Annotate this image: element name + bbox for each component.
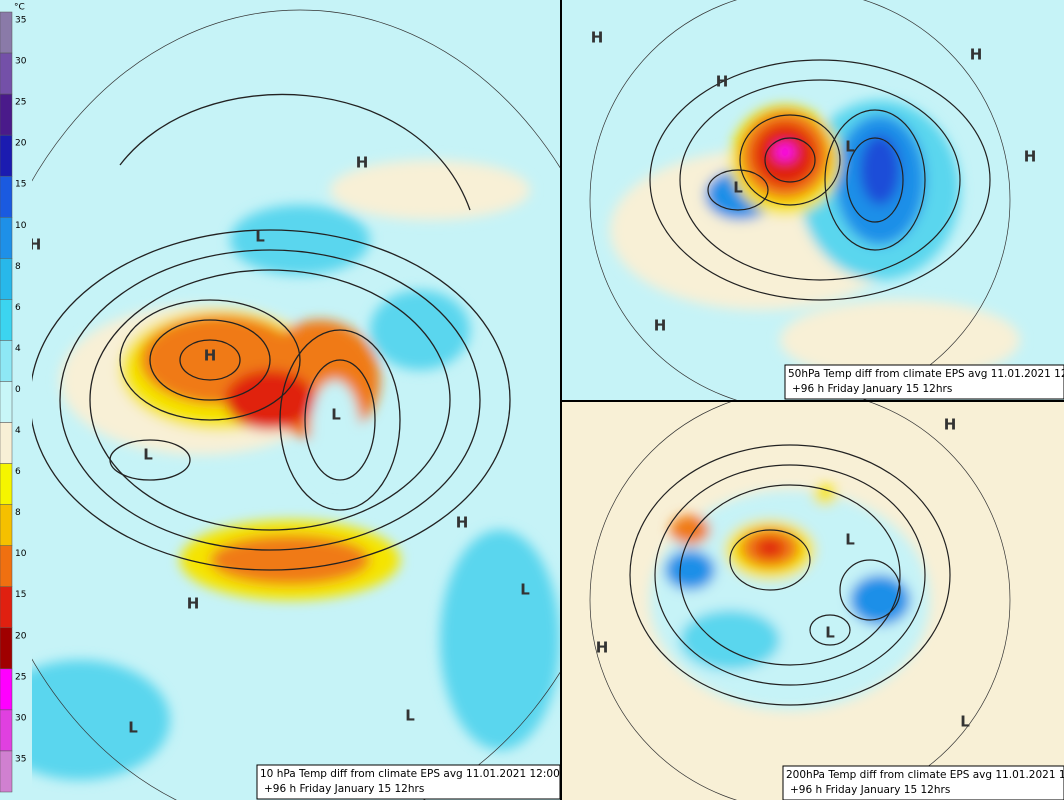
legend-swatch — [0, 422, 13, 464]
caption-line: +96 h Friday January 15 12hrs — [264, 783, 424, 795]
panel-50hpa: H H H H L L H — [562, 0, 1064, 400]
pressure-marker: H — [716, 73, 729, 91]
legend-swatch — [0, 750, 13, 793]
legend-label: 4 — [15, 426, 21, 436]
legend-swatch — [0, 545, 13, 587]
caption-line: +96 h Friday January 15 12hrs — [792, 383, 952, 395]
pressure-marker: L — [960, 713, 970, 731]
legend-swatch — [0, 668, 13, 711]
pressure-marker: H — [204, 347, 217, 365]
pressure-marker: H — [1024, 148, 1037, 166]
legend-label: 10 — [15, 549, 27, 559]
legend-swatch — [0, 175, 13, 218]
pressure-marker: H — [944, 416, 957, 434]
legend-swatch — [0, 52, 13, 95]
pressure-marker: L — [405, 707, 415, 725]
legend-swatch — [0, 217, 13, 259]
legend-label: 0 — [15, 385, 21, 395]
panel-200hpa: H L L H L — [562, 402, 1064, 800]
pressure-marker: H — [970, 46, 983, 64]
legend-swatch — [0, 258, 13, 300]
caption-box — [256, 764, 561, 800]
legend-swatch — [0, 463, 13, 505]
pressure-marker: H — [591, 29, 604, 47]
pressure-marker: H — [356, 154, 369, 172]
color-legend: °C 35 30 25 20 15 10 8 6 4 0 4 6 8 10 15 20 25 30 35 — [0, 0, 32, 800]
legend-label: 4 — [15, 344, 21, 354]
caption-line: +96 h Friday January 15 12hrs — [790, 784, 950, 796]
legend-swatch — [0, 299, 13, 341]
caption-line: 10 hPa Temp diff from climate EPS avg 11… — [260, 768, 560, 780]
pressure-marker: L — [520, 581, 530, 599]
legend-label: 20 — [15, 139, 27, 149]
legend-label: 35 — [15, 754, 26, 764]
pressure-marker: H — [456, 514, 469, 532]
legend-swatch — [0, 381, 13, 423]
legend-swatch — [0, 134, 13, 177]
pressure-marker: L — [143, 446, 153, 464]
pressure-marker: H — [654, 317, 667, 335]
legend-unit: °C — [14, 3, 25, 13]
caption-box — [782, 765, 1064, 801]
pressure-marker: L — [733, 179, 743, 197]
legend-swatch — [0, 709, 13, 752]
legend-label: 8 — [15, 508, 21, 518]
legend-label: 15 — [15, 180, 26, 190]
legend-label: 35 — [15, 16, 26, 26]
legend-swatch — [0, 340, 13, 382]
legend-swatch — [0, 586, 13, 629]
pressure-marker: H — [596, 639, 609, 657]
pressure-marker: L — [128, 719, 138, 737]
legend-swatch — [0, 504, 13, 546]
legend-label: 25 — [15, 98, 26, 108]
legend-swatch — [0, 11, 13, 54]
pressure-marker: H — [187, 595, 200, 613]
legend-label: 30 — [15, 57, 27, 67]
pressure-marker: L — [825, 624, 835, 642]
legend-swatch — [0, 93, 13, 136]
pressure-marker: L — [255, 228, 265, 246]
caption-line: 50hPa Temp diff from climate EPS avg 11.… — [788, 368, 1064, 380]
legend-label: 30 — [15, 713, 27, 723]
caption-box — [784, 364, 1064, 400]
legend-label: 6 — [15, 467, 21, 477]
pressure-marker: L — [845, 531, 855, 549]
caption-line: 200hPa Temp diff from climate EPS avg 11… — [786, 769, 1064, 781]
legend-label: 6 — [15, 303, 21, 313]
legend-label: 20 — [15, 631, 27, 641]
pressure-marker: L — [845, 138, 855, 156]
legend-label: 8 — [15, 262, 21, 272]
legend-label: 15 — [15, 590, 26, 600]
legend-label: 25 — [15, 672, 26, 682]
pressure-marker: L — [331, 406, 341, 424]
legend-label: 10 — [15, 221, 27, 231]
legend-swatch — [0, 627, 13, 670]
